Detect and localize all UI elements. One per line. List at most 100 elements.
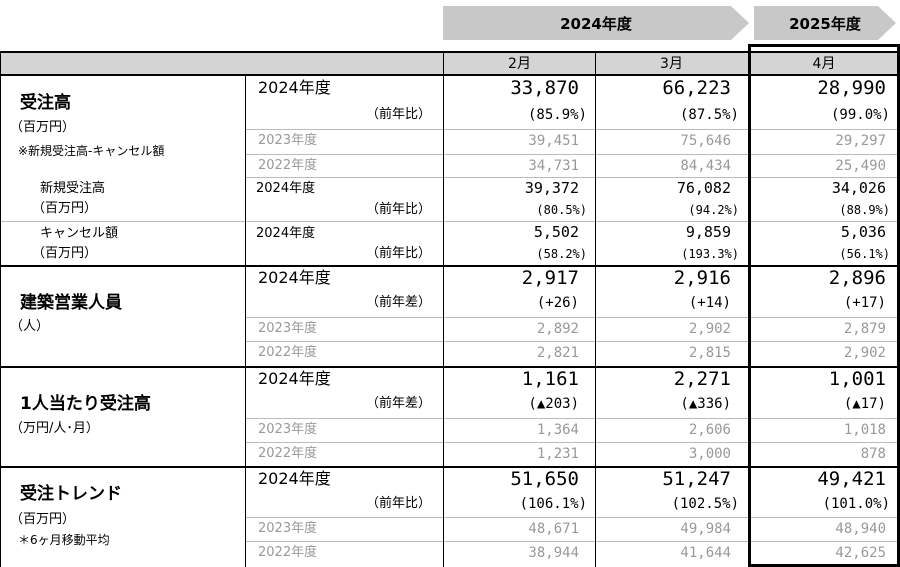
cell: 1,364 xyxy=(536,422,579,438)
row-label-2024: 2024年度 xyxy=(258,268,331,287)
rule xyxy=(245,75,246,567)
row-label-2022: 2022年度 xyxy=(258,446,318,461)
section-unit-order-trend: （百万円） xyxy=(10,512,76,527)
row-label-ratio: （前年比） xyxy=(366,107,432,122)
cell: 25,490 xyxy=(835,158,886,174)
cell: 29,297 xyxy=(835,133,886,149)
section-unit-orders: （百万円） xyxy=(10,120,76,135)
cell: 2,902 xyxy=(688,321,731,337)
row-label-2024: 2024年度 xyxy=(256,226,316,241)
rule xyxy=(0,265,900,267)
cell: 51,650 xyxy=(510,468,579,490)
cell: 3,000 xyxy=(688,446,731,462)
row-label-2023: 2023年度 xyxy=(258,133,318,148)
subsection-label-cancellations: キャンセル額 xyxy=(40,226,119,241)
row-label-diff: （前年差） xyxy=(366,295,432,310)
cell: (+17) xyxy=(843,295,886,311)
month-header-row xyxy=(0,52,900,74)
cell: (+14) xyxy=(688,295,731,311)
rule xyxy=(246,341,900,342)
cell: 76,082 xyxy=(676,179,731,197)
cell: 5,502 xyxy=(533,223,579,241)
cell: (193.3%) xyxy=(681,247,739,261)
rule xyxy=(246,418,900,419)
rule xyxy=(246,317,900,318)
section-unit-orders-per-person: （万円/人･月） xyxy=(10,421,99,436)
cell: 2,892 xyxy=(536,321,579,337)
rule xyxy=(0,74,900,76)
cell: 66,223 xyxy=(662,77,731,99)
row-label-ratio: （前年比） xyxy=(366,246,432,261)
cell: 1,161 xyxy=(521,368,579,390)
cell: 41,644 xyxy=(680,545,731,561)
cell: (99.0%) xyxy=(830,107,890,123)
rule xyxy=(246,541,900,542)
month-header-apr: 4月 xyxy=(812,56,836,72)
row-label-ratio: （前年比） xyxy=(366,496,432,511)
fiscal-year-2024-label: 2024年度 xyxy=(560,14,632,33)
cell: 39,372 xyxy=(524,179,579,197)
april-column-highlight xyxy=(748,44,900,567)
cell: 49,984 xyxy=(680,521,731,537)
fiscal-year-2025-banner: 2025年度 xyxy=(754,6,896,40)
rule xyxy=(246,129,900,130)
subsection-label-new-orders: 新規受注高 xyxy=(40,181,106,196)
cell: 33,870 xyxy=(510,77,579,99)
cell: 42,625 xyxy=(835,545,886,561)
cell: 5,036 xyxy=(840,223,886,241)
row-label-2023: 2023年度 xyxy=(258,321,318,336)
cell: 2,606 xyxy=(688,422,731,438)
cell: 84,434 xyxy=(680,158,731,174)
cell: 75,646 xyxy=(680,133,731,149)
cell: 9,859 xyxy=(685,223,731,241)
rule xyxy=(0,221,900,222)
section-title-orders: 受注高 xyxy=(20,93,71,113)
cell: (80.5%) xyxy=(536,203,587,217)
row-label-2022: 2022年度 xyxy=(258,545,318,560)
cell: (+26) xyxy=(536,295,579,311)
rule xyxy=(0,466,900,468)
section-note-orders: ※新規受注高-キャンセル額 xyxy=(18,144,165,158)
cell: 2,815 xyxy=(688,345,731,361)
cell: (▲203) xyxy=(528,396,579,412)
rule xyxy=(595,51,596,567)
cell: (56.1%) xyxy=(839,247,890,261)
section-unit-sales-staff: （人） xyxy=(10,319,50,334)
cell: 2,879 xyxy=(843,321,886,337)
row-label-2024: 2024年度 xyxy=(258,469,331,488)
month-header-mar: 3月 xyxy=(660,56,683,72)
section-title-sales-staff: 建築営業人員 xyxy=(20,293,122,313)
section-title-orders-per-person: 1人当たり受注高 xyxy=(20,394,151,414)
row-label-diff: （前年差） xyxy=(366,396,432,411)
cell: 51,247 xyxy=(662,468,731,490)
fiscal-year-2025-label: 2025年度 xyxy=(789,14,861,33)
row-label-2022: 2022年度 xyxy=(258,158,318,173)
cell: (94.2%) xyxy=(688,203,739,217)
cell: 1,231 xyxy=(536,446,579,462)
rule xyxy=(0,51,900,53)
cell: 39,451 xyxy=(528,133,579,149)
rule xyxy=(0,366,900,368)
cell: (▲336) xyxy=(680,396,731,412)
cell: 34,731 xyxy=(528,158,579,174)
cell: (▲17) xyxy=(843,396,886,412)
cell: (106.1%) xyxy=(519,496,587,512)
subsection-unit-new-orders: （百万円） xyxy=(32,201,98,216)
row-label-2024: 2024年度 xyxy=(256,181,316,196)
cell: 2,896 xyxy=(828,267,886,289)
cell: (88.9%) xyxy=(839,203,890,217)
rule xyxy=(0,51,1,567)
row-label-2023: 2023年度 xyxy=(258,422,318,437)
cell: 38,944 xyxy=(528,545,579,561)
cell: 34,026 xyxy=(831,179,886,197)
cell: 1,001 xyxy=(828,368,886,390)
rule xyxy=(443,51,444,567)
cell: 49,421 xyxy=(817,468,886,490)
cell: (102.5%) xyxy=(671,496,739,512)
cell: 878 xyxy=(860,446,886,462)
cell: 28,990 xyxy=(817,77,886,99)
cell: 1,018 xyxy=(843,422,886,438)
cell: 2,917 xyxy=(521,267,579,289)
cell: (85.9%) xyxy=(527,107,587,123)
rule xyxy=(246,177,900,178)
